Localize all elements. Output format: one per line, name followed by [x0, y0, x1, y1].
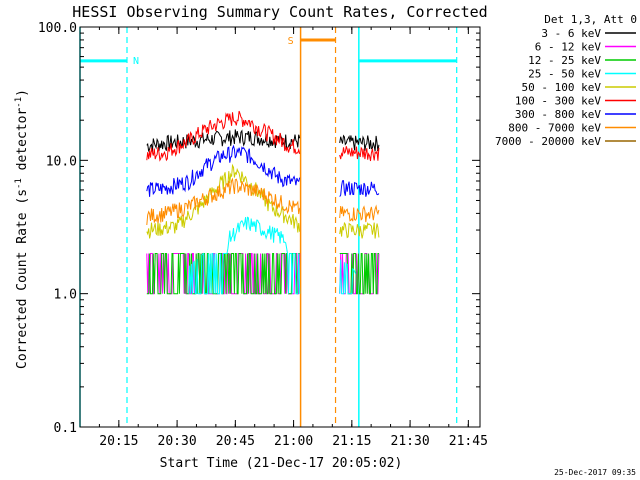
x-tick-label: 20:15 — [99, 434, 138, 449]
series-line — [146, 110, 380, 162]
x-tick-label: 21:30 — [391, 434, 430, 449]
y-axis-label-sup2: -1 — [14, 97, 24, 108]
legend-entry-label: 12 - 25 keV — [528, 54, 601, 67]
legend-entry-label: 50 - 100 keV — [522, 81, 602, 94]
legend-header: Det 1,3, Att 0 — [544, 13, 637, 26]
x-tick-label: 21:45 — [449, 434, 488, 449]
legend-entry-label: 100 - 300 keV — [515, 95, 601, 108]
series-line — [146, 177, 380, 226]
y-tick-label: 10.0 — [46, 154, 77, 169]
y-axis-label: Corrected Count Rate (s-1 detector-1) — [14, 89, 30, 369]
axes-layer: 20:15 20:30 20:45 21:00 21:15 21:30 21:45 0.1 1.… — [38, 21, 488, 449]
legend-entry-label: 7000 - 20000 keV — [495, 135, 601, 148]
series-line — [146, 163, 380, 239]
legend-entry-label: 6 - 12 keV — [535, 41, 602, 54]
y-tick-label: 1.0 — [54, 288, 77, 303]
series-line — [146, 144, 380, 197]
flag-label: N — [133, 56, 139, 67]
series-layer — [146, 110, 380, 295]
series-line — [146, 253, 379, 295]
y-tick-label: 100.0 — [38, 21, 77, 36]
y-axis-label-main: Corrected Count Rate (s — [15, 189, 30, 369]
y-axis-label-mid: detector — [15, 108, 30, 179]
legend-entry-label: 300 - 800 keV — [515, 108, 601, 121]
legend-entry-label: 25 - 50 keV — [528, 68, 601, 81]
flags-layer: NS — [79, 27, 458, 427]
y-tick-label: 0.1 — [54, 421, 77, 436]
flag-label: S — [288, 36, 294, 47]
x-tick-label: 20:30 — [158, 434, 197, 449]
y-axis-label-end: ) — [15, 89, 30, 97]
x-axis-label: Start Time (21-Dec-17 20:05:02) — [160, 456, 403, 471]
x-tick-label: 21:00 — [274, 434, 313, 449]
legend-entry-label: 800 - 7000 keV — [508, 122, 601, 135]
plot-frame — [79, 26, 481, 428]
legend-entry-label: 3 - 6 keV — [541, 27, 601, 40]
series-line — [188, 216, 357, 295]
x-tick-label: 20:45 — [216, 434, 255, 449]
x-tick-label: 21:15 — [332, 434, 371, 449]
y-axis-label-sup1: -1 — [14, 178, 24, 189]
timestamp: 25-Dec-2017 09:35 — [554, 468, 636, 477]
chart-title: HESSI Observing Summary Count Rates, Cor… — [72, 3, 487, 21]
